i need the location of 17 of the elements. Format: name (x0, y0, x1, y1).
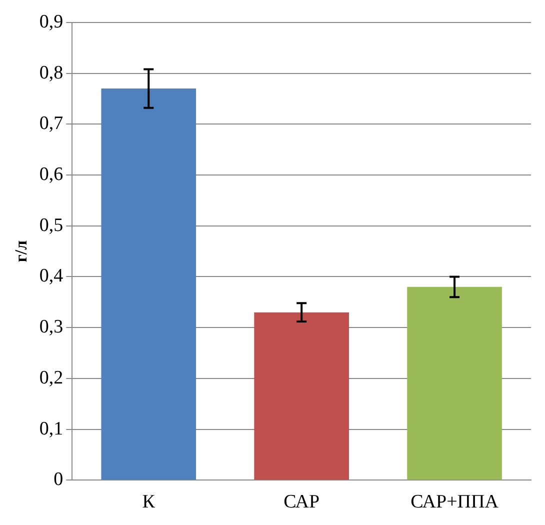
y-tick-label: 0 (54, 469, 64, 490)
bar (254, 312, 349, 480)
y-axis-title: г/л (12, 240, 31, 262)
y-tick-label: 0,9 (39, 11, 64, 32)
y-tick-label: 0,2 (39, 367, 64, 388)
y-tick-label: 0,1 (39, 418, 64, 440)
y-tick-label: 0,7 (39, 113, 64, 134)
y-tick-label: 0,8 (39, 62, 64, 84)
x-tick-label: К (142, 492, 156, 513)
y-tick-label: 0,6 (39, 164, 64, 185)
y-tick-label: 0,3 (39, 316, 64, 338)
y-tick-label: 0,4 (39, 266, 64, 287)
x-tick-label: САР (284, 492, 320, 513)
bar (101, 88, 196, 480)
bar (407, 286, 502, 480)
y-tick-label: 0,5 (39, 214, 64, 236)
x-tick-label: САР+ППА (410, 492, 499, 513)
